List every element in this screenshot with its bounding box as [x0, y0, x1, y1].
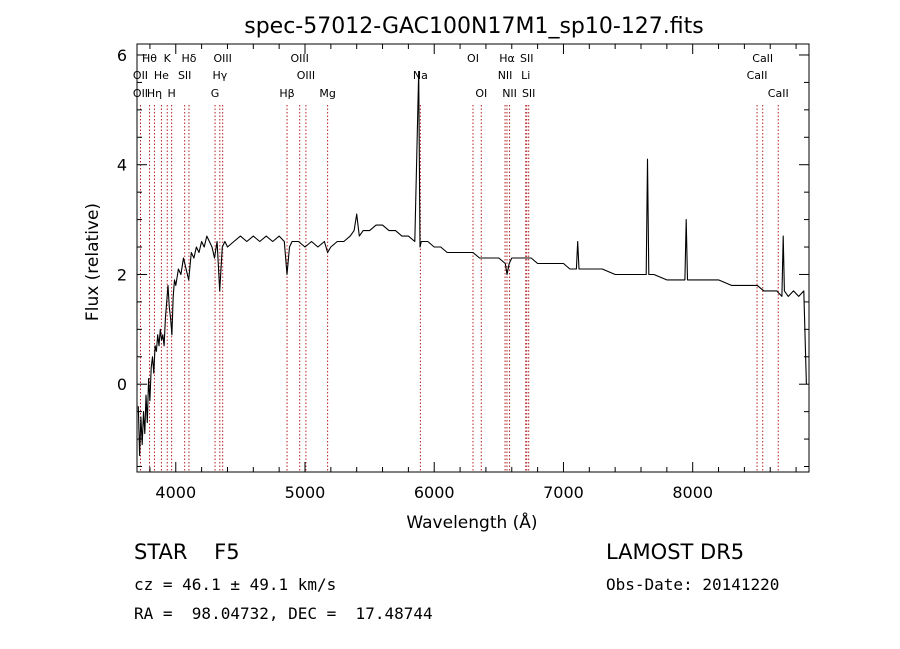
- chart-title: spec-57012-GAC100N17M1_sp10-127.fits: [244, 14, 704, 39]
- line-marker-label-10: Hγ: [212, 69, 227, 82]
- survey-name: LAMOST DR5: [606, 540, 745, 564]
- coordinates: RA = 98.04732, DEC = 17.48744: [134, 604, 433, 623]
- line-marker-label-7: Hδ: [181, 52, 196, 65]
- line-marker-label-8: SII: [178, 69, 191, 82]
- line-marker-label-11: G: [211, 87, 220, 100]
- line-marker-label-1: OII: [133, 69, 148, 82]
- line-marker-label-4: Hη: [147, 87, 162, 100]
- line-marker-label-12: OIII: [291, 52, 309, 65]
- line-marker-label-19: Hα: [499, 52, 515, 65]
- line-marker-label-0: Hθ: [142, 52, 157, 65]
- x-tick-label: 5000: [285, 483, 326, 502]
- line-marker-label-25: CaII: [752, 52, 773, 65]
- line-marker-label-21: NII: [502, 87, 517, 100]
- x-tick-label: 7000: [543, 483, 584, 502]
- line-marker-label-3: He: [154, 69, 169, 82]
- line-marker-label-22: SII: [520, 52, 533, 65]
- line-marker-label-9: OIII: [213, 52, 231, 65]
- spectrum-line: [137, 70, 807, 457]
- observation-date: Obs-Date: 20141220: [606, 575, 780, 594]
- y-axis-label: Flux (relative): [83, 203, 103, 321]
- y-tick-label: 0: [117, 375, 127, 394]
- axes: 4000 5000 6000 7000 8000 0 2 4 6: [117, 43, 810, 502]
- line-marker-label-23: Li: [521, 69, 530, 82]
- line-marker-label-20: NII: [498, 69, 513, 82]
- line-marker-label-16: Na: [413, 69, 428, 82]
- x-tick-label: 4000: [155, 483, 196, 502]
- spectrum-series: [137, 70, 807, 457]
- x-axis-label: Wavelength (Å): [406, 511, 537, 533]
- line-marker-label-17: OI: [467, 52, 479, 65]
- line-marker-label-26: CaII: [747, 69, 768, 82]
- line-marker-label-24: SII: [522, 87, 535, 100]
- line-marker-label-27: CaII: [768, 87, 789, 100]
- line-marker-label-13: OIII: [297, 69, 315, 82]
- line-marker-label-5: K: [164, 52, 172, 65]
- line-marker-label-14: Hβ: [279, 87, 294, 100]
- x-tick-label: 8000: [672, 483, 713, 502]
- y-tick-label: 4: [117, 156, 127, 175]
- y-tick-label: 2: [117, 265, 127, 284]
- x-tick-label: 6000: [414, 483, 455, 502]
- redshift-velocity: cz = 46.1 ± 49.1 km/s: [134, 575, 337, 594]
- y-tick-label: 6: [117, 46, 127, 65]
- object-class: STAR F5: [134, 540, 240, 564]
- line-marker-label-6: H: [167, 87, 175, 100]
- line-marker-label-2: OII: [133, 87, 148, 100]
- line-marker-label-15: Mg: [319, 87, 335, 100]
- plot-frame: [136, 43, 810, 473]
- line-marker-label-18: OI: [475, 87, 487, 100]
